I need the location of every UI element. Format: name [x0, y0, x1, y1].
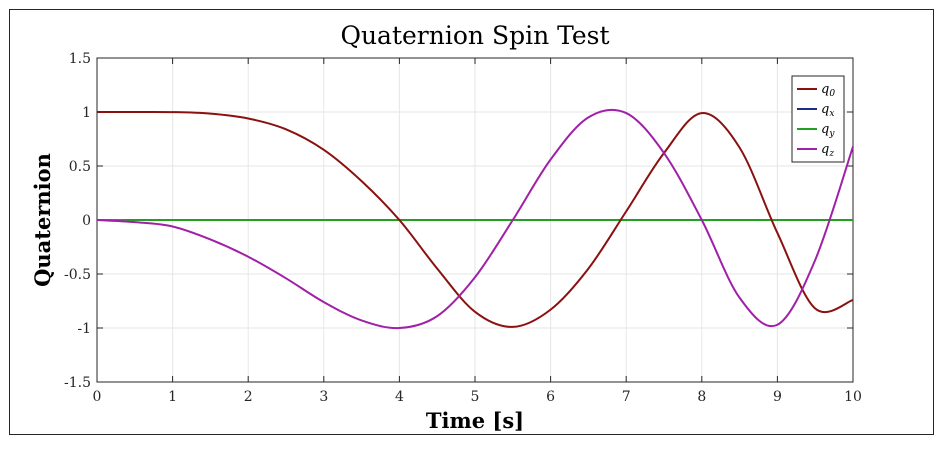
x-tick-label: 4 [395, 389, 404, 405]
legend-entry-qz: qz [821, 142, 834, 159]
legend-label-base: q [821, 102, 829, 117]
series-line-q0 [96, 110, 854, 328]
y-tick-label: -0.5 [64, 267, 91, 283]
y-tick-label: -1 [77, 321, 91, 337]
legend-label-base: q [821, 82, 829, 97]
ticks-layer: 0 1 2 3 4 5 6 7 8 9 10 1.5 1 0.5 0 -0.5 -1 -1.5 [64, 51, 862, 405]
x-tick-label: 0 [93, 389, 102, 405]
y-tick-label: 1 [82, 105, 91, 121]
x-axis-label: Time [s] [426, 408, 524, 433]
legend-entry-qy: qy [821, 122, 835, 139]
series-line-qz [96, 108, 854, 330]
y-tick-label: -1.5 [64, 375, 91, 391]
x-tick-label: 8 [697, 389, 706, 405]
legend-entry-qx: qx [821, 102, 834, 119]
legend-label-subscript: y [828, 129, 835, 139]
x-tick-label: 3 [319, 389, 328, 405]
y-tick-label: 0.5 [69, 159, 91, 175]
x-tick-label: 1 [168, 389, 177, 405]
chart-title: Quaternion Spin Test [340, 21, 609, 50]
legend-box [791, 75, 845, 163]
x-tick-label: 5 [471, 389, 480, 405]
legend-label-base: q [821, 142, 829, 157]
legend-label-subscript: x [829, 109, 834, 119]
legend-label-subscript: 0 [829, 89, 835, 99]
x-tick-label: 10 [844, 389, 862, 405]
legend-entry-q0: q0 [821, 82, 835, 99]
x-tick-label: 7 [622, 389, 631, 405]
y-tick-label: 1.5 [69, 51, 91, 67]
x-tick-label: 2 [244, 389, 253, 405]
x-tick-label: 9 [773, 389, 782, 405]
series-layer [96, 108, 854, 330]
legend-label-subscript: z [828, 149, 834, 159]
legend-label-base: q [821, 122, 829, 137]
x-tick-label: 6 [546, 389, 555, 405]
y-tick-label: 0 [82, 213, 91, 229]
y-axis-label: Quaternion [30, 153, 55, 287]
